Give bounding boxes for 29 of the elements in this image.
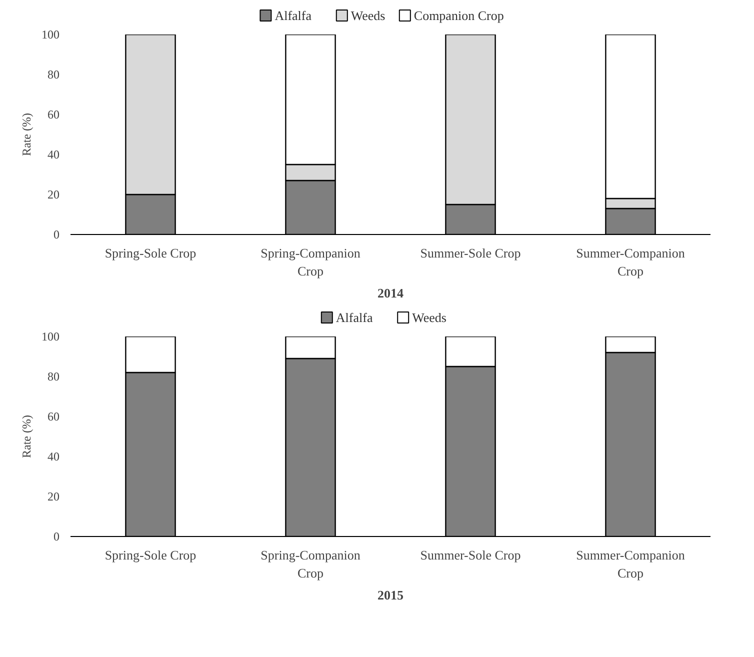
x-tick-label: Summer-Companion Crop	[576, 246, 686, 278]
text: 2014	[378, 286, 404, 300]
legend-label: Weeds	[412, 310, 446, 325]
y-tick-label: 80	[48, 68, 60, 82]
y-tick-label: 100	[42, 330, 60, 344]
text: 2015	[378, 588, 404, 602]
y-tick-label: 80	[48, 370, 60, 384]
x-tick-label: Spring-Companion Crop	[260, 246, 361, 278]
legend-label: Alfalfa	[274, 8, 312, 23]
x-tick-label: Spring-Sole Crop	[104, 548, 196, 562]
y-tick-label: 40	[48, 148, 60, 162]
y-tick-label: 60	[48, 108, 60, 122]
x-tick-label: Summer-Sole Crop	[420, 548, 521, 562]
y-tick-label: 40	[48, 450, 60, 464]
y-tick-label: 20	[48, 490, 60, 504]
y-tick-label: 20	[48, 188, 60, 202]
legend-label: Weeds	[350, 8, 386, 23]
y-axis-title: Rate (%)	[20, 415, 34, 458]
y-axis-title: Rate (%)	[20, 113, 34, 156]
y-tick-label: 100	[42, 28, 60, 42]
x-tick-label: Spring-Sole Crop	[104, 246, 196, 260]
y-tick-label: 0	[54, 530, 60, 544]
x-tick-label: Spring-Companion Crop	[260, 548, 361, 580]
y-tick-label: 0	[54, 228, 60, 242]
legend-label: Alfalfa	[336, 310, 373, 325]
x-tick-label: Summer-Sole Crop	[420, 246, 521, 260]
legend-label: Companion Crop	[414, 8, 504, 23]
y-tick-label: 60	[48, 410, 60, 424]
x-tick-label: Summer-Companion Crop	[576, 548, 686, 580]
